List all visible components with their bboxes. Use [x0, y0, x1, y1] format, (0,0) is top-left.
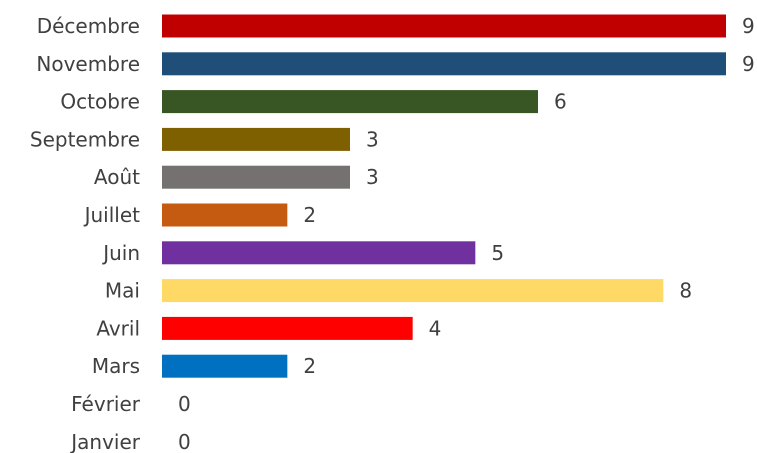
- category-label: Mars: [92, 354, 140, 378]
- value-label: 0: [178, 392, 191, 416]
- value-label: 2: [303, 354, 316, 378]
- category-label: Juillet: [83, 203, 141, 227]
- value-label: 0: [178, 430, 191, 453]
- bar: [162, 241, 476, 265]
- value-label: 5: [491, 241, 504, 265]
- bar: [162, 90, 538, 114]
- value-label: 3: [366, 165, 379, 189]
- category-label: Décembre: [37, 14, 140, 38]
- value-label: 8: [679, 279, 692, 303]
- category-label: Janvier: [69, 430, 141, 453]
- bar: [162, 279, 664, 303]
- value-label: 9: [742, 52, 755, 76]
- value-label: 2: [303, 203, 316, 227]
- bar: [162, 316, 413, 340]
- bar: [162, 127, 350, 151]
- value-label: 6: [554, 90, 567, 114]
- category-label: Mai: [105, 279, 140, 303]
- category-label: Août: [94, 165, 140, 189]
- category-label: Octobre: [60, 90, 140, 114]
- bar: [162, 52, 726, 76]
- category-label: Avril: [96, 316, 140, 340]
- category-label: Février: [71, 392, 141, 416]
- category-label: Novembre: [36, 52, 140, 76]
- value-label: 3: [366, 127, 379, 151]
- category-label: Juin: [101, 241, 140, 265]
- bar: [162, 165, 350, 189]
- value-label: 9: [742, 14, 755, 38]
- bar: [162, 14, 726, 38]
- value-label: 4: [429, 316, 442, 340]
- bar: [162, 354, 288, 378]
- category-label: Septembre: [30, 127, 140, 151]
- bar: [162, 203, 288, 227]
